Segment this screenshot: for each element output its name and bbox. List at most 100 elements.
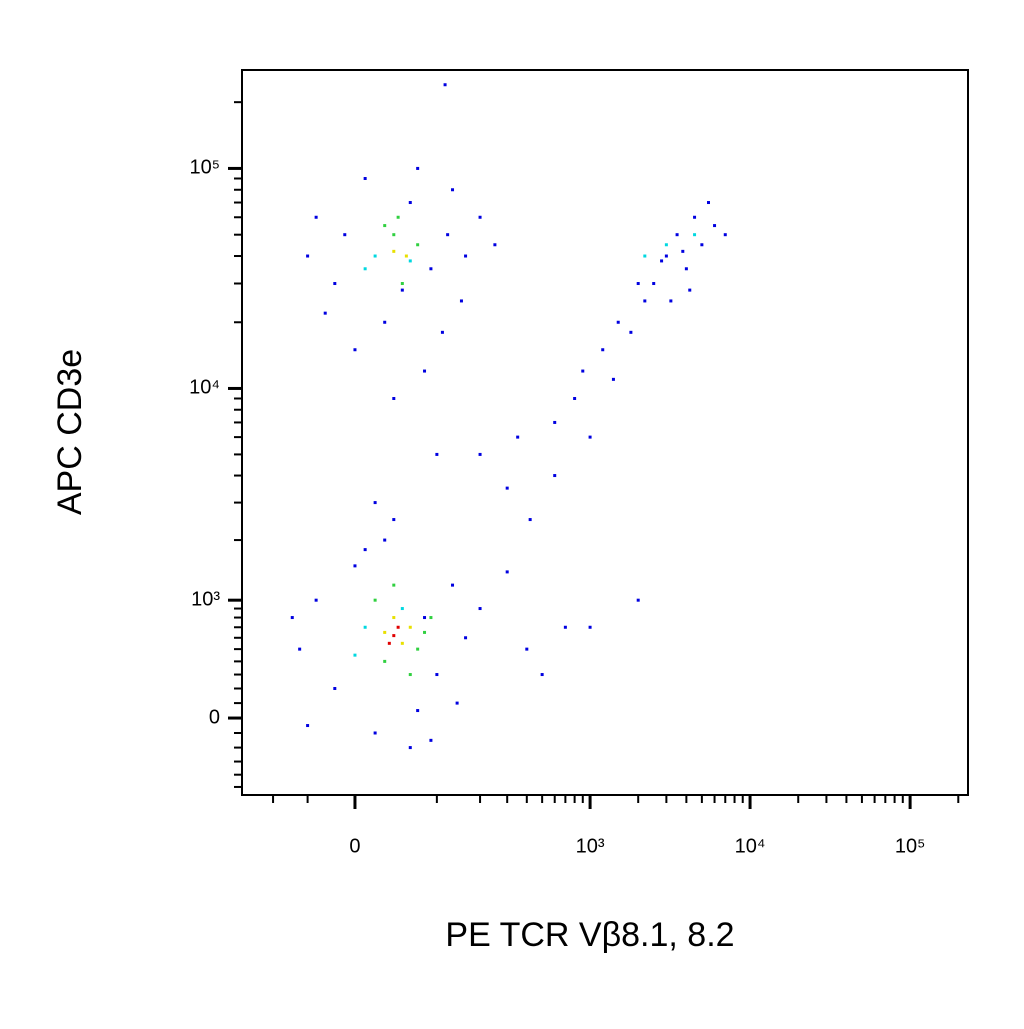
event-dot — [429, 738, 433, 742]
event-dot — [707, 201, 711, 205]
event-dot — [684, 267, 688, 271]
event-dot — [652, 282, 656, 286]
event-dot — [314, 215, 318, 219]
event-dot — [396, 215, 400, 219]
event-dot — [383, 538, 387, 542]
event-dot — [601, 348, 605, 352]
event-dot — [392, 233, 396, 237]
event-dot — [314, 598, 318, 602]
event-dot — [478, 607, 482, 611]
event-dot — [688, 288, 692, 292]
event-dot — [636, 282, 640, 286]
x-tick-label: 10⁴ — [735, 835, 766, 857]
event-dot — [298, 647, 302, 651]
event-dot — [451, 188, 455, 192]
event-dot — [333, 282, 337, 286]
plot-frame — [241, 69, 969, 796]
event-dot — [611, 377, 615, 381]
event-dot — [493, 243, 497, 247]
event-dot — [553, 474, 557, 478]
event-dot — [464, 254, 468, 258]
event-dot — [588, 435, 592, 439]
event-dot — [400, 641, 404, 645]
event-dot — [464, 636, 468, 640]
event-dot — [392, 249, 396, 253]
event-dot — [435, 452, 439, 456]
event-dot — [400, 607, 404, 611]
event-dot — [323, 311, 327, 315]
event-dot — [396, 625, 400, 629]
event-dot — [353, 653, 357, 657]
event-dot — [387, 641, 391, 645]
event-dot — [383, 659, 387, 663]
event-dot — [429, 267, 433, 271]
event-dot — [573, 397, 577, 401]
y-tick-label: 10³ — [191, 588, 220, 610]
event-dot — [408, 673, 412, 677]
event-dot — [681, 249, 685, 253]
event-dot — [446, 233, 450, 237]
event-dot — [290, 616, 294, 620]
event-dot — [363, 548, 367, 552]
event-dot — [363, 625, 367, 629]
x-tick-label: 10³ — [576, 835, 605, 857]
event-dot — [516, 435, 520, 439]
event-dot — [423, 630, 427, 634]
event-dot — [478, 215, 482, 219]
event-dot — [423, 369, 427, 373]
event-dot — [416, 647, 420, 651]
event-dot — [363, 176, 367, 180]
event-dot — [383, 630, 387, 634]
event-dot — [404, 254, 408, 258]
event-dot — [343, 233, 347, 237]
event-dot — [373, 501, 377, 505]
event-dot — [505, 570, 509, 574]
event-dot — [675, 233, 679, 237]
event-dot — [408, 259, 412, 263]
x-axis-label: PE TCR Vβ8.1, 8.2 — [445, 916, 734, 954]
y-tick-label: 0 — [209, 706, 220, 728]
event-dot — [588, 625, 592, 629]
event-dot — [455, 701, 459, 705]
event-dot — [478, 452, 482, 456]
event-dot — [660, 259, 664, 263]
event-dot — [629, 330, 633, 334]
event-dot — [408, 746, 412, 750]
event-dot — [664, 254, 668, 258]
y-tick-label: 10⁴ — [189, 377, 220, 399]
event-dot — [459, 299, 463, 303]
x-tick-label: 10⁵ — [895, 835, 926, 857]
event-dot — [392, 616, 396, 620]
event-dot — [525, 647, 529, 651]
event-dot — [435, 673, 439, 677]
event-dot — [392, 518, 396, 522]
event-dot — [429, 616, 433, 620]
event-dot — [723, 233, 727, 237]
event-dot — [392, 634, 396, 638]
event-dot — [664, 243, 668, 247]
event-dot — [416, 243, 420, 247]
event-dot — [383, 224, 387, 228]
y-axis-label: APC CD3e — [51, 349, 89, 515]
event-dot — [440, 330, 444, 334]
event-dot — [563, 625, 567, 629]
event-dot — [408, 201, 412, 205]
event-dot — [416, 709, 420, 713]
event-dot — [713, 224, 717, 228]
event-dot — [443, 83, 447, 87]
event-dot — [306, 724, 310, 728]
event-dot — [700, 243, 704, 247]
event-dot — [693, 215, 697, 219]
event-dot — [423, 616, 427, 620]
event-dot — [408, 625, 412, 629]
event-dot — [392, 583, 396, 587]
event-dot — [616, 320, 620, 324]
event-dot — [373, 598, 377, 602]
event-dot — [373, 254, 377, 258]
event-dot — [353, 348, 357, 352]
event-dot — [392, 397, 396, 401]
event-dot — [383, 320, 387, 324]
event-dot — [363, 267, 367, 271]
event-dot — [553, 420, 557, 424]
